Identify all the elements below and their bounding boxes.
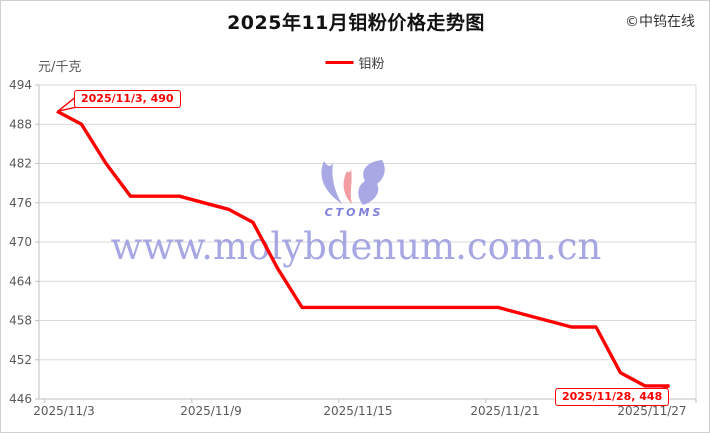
svg-text:2025/11/27: 2025/11/27: [617, 404, 686, 418]
chart-title: 2025年11月钼粉价格走势图: [227, 12, 485, 34]
svg-text:458: 458: [9, 314, 32, 328]
legend: 钼粉: [325, 53, 385, 72]
svg-text:464: 464: [9, 274, 32, 288]
legend-line-swatch: [325, 61, 354, 64]
legend-series-label: 钼粉: [358, 57, 385, 72]
svg-text:2025/11/15: 2025/11/15: [323, 404, 392, 418]
ctoms-logo-text: CTOMS: [324, 206, 384, 219]
annotation-end: 2025/11/28, 448: [555, 388, 670, 406]
svg-text:452: 452: [9, 353, 32, 367]
watermark-url: www.molybdenum.com.cn: [110, 225, 602, 268]
copyright-label: ©中钨在线: [625, 14, 695, 30]
y-axis-unit-label: 元/千克: [38, 60, 82, 75]
svg-text:476: 476: [9, 196, 32, 210]
ctoms-logo: [314, 159, 394, 209]
svg-text:2025/11/21: 2025/11/21: [470, 404, 539, 418]
svg-text:470: 470: [9, 235, 32, 249]
svg-text:446: 446: [9, 392, 32, 406]
svg-text:482: 482: [9, 157, 32, 171]
svg-text:2025/11/3: 2025/11/3: [33, 404, 95, 418]
svg-text:2025/11/9: 2025/11/9: [180, 404, 242, 418]
svg-text:488: 488: [9, 117, 32, 131]
ctoms-logo-graphic: [321, 160, 385, 205]
svg-text:494: 494: [9, 78, 32, 92]
annotation-start: 2025/11/3, 490: [74, 90, 181, 108]
